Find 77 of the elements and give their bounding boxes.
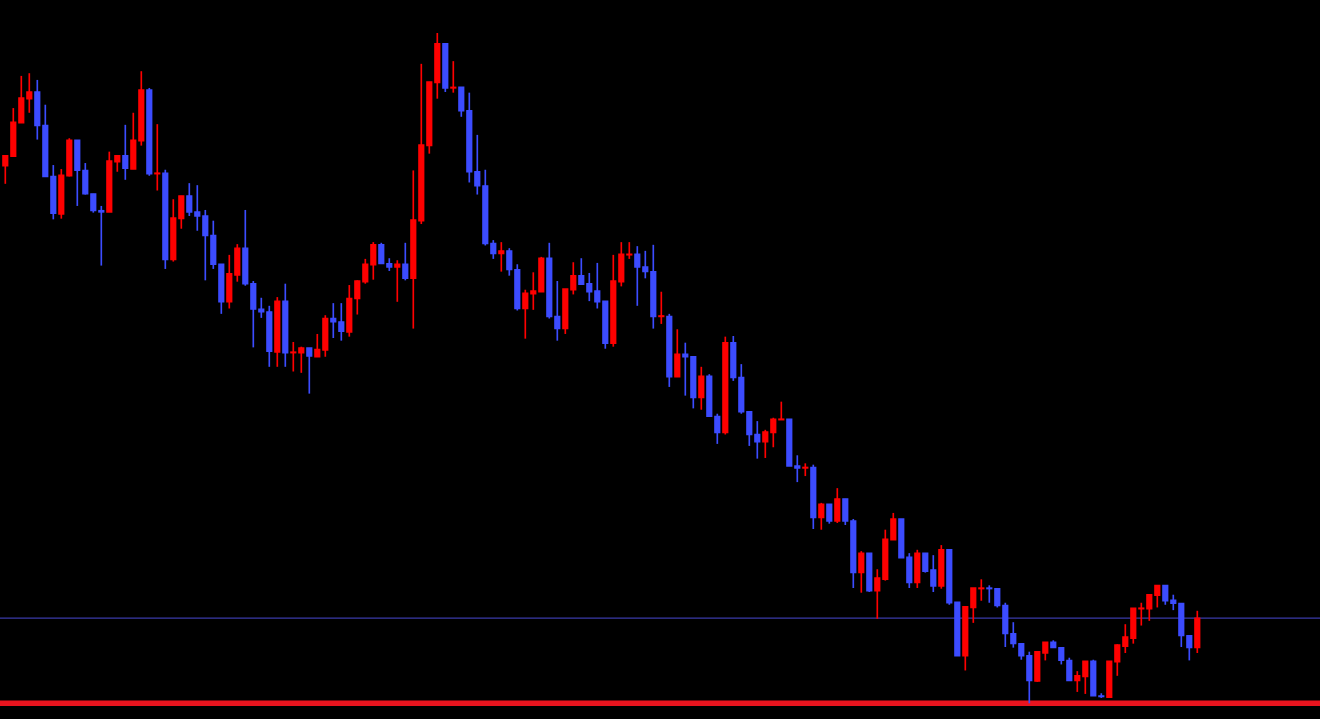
candlestick <box>402 241 409 282</box>
candlestick <box>1162 584 1169 606</box>
candlestick <box>522 288 529 340</box>
candlestick <box>1010 621 1017 649</box>
candlestick <box>1122 623 1129 654</box>
candlestick <box>122 123 129 181</box>
candlestick <box>498 241 505 273</box>
candlestick <box>578 257 585 286</box>
candlestick <box>994 587 1001 609</box>
candlestick <box>674 328 681 378</box>
candlestick <box>1114 643 1121 677</box>
candlestick <box>370 241 377 281</box>
candlestick <box>634 245 641 307</box>
candlestick <box>1042 641 1049 662</box>
candlestick <box>754 420 761 460</box>
candlestick <box>1138 601 1145 627</box>
candlestick <box>770 416 777 449</box>
candlestick <box>1146 593 1153 622</box>
candlestick <box>978 578 985 602</box>
candlestick <box>762 428 769 459</box>
candlestick <box>354 279 361 316</box>
candlestick <box>570 261 577 296</box>
candlestick <box>98 205 105 267</box>
candlestick <box>890 512 897 541</box>
candlestick <box>458 86 465 118</box>
candlestick <box>778 400 785 421</box>
candlestick <box>714 412 721 445</box>
candlestick <box>450 60 457 94</box>
candlestick <box>586 272 593 302</box>
candlestick <box>746 410 753 447</box>
candlestick <box>194 184 201 232</box>
candlestick <box>330 302 337 339</box>
candlestick <box>818 502 825 531</box>
candlestick <box>794 454 801 483</box>
candlestick <box>362 258 369 285</box>
candlestick <box>490 239 497 260</box>
candlestick <box>802 462 809 477</box>
candlestick <box>154 123 161 192</box>
candlestick <box>506 247 513 277</box>
candlestick <box>554 280 561 342</box>
candlestick <box>970 587 977 624</box>
candlestick <box>658 290 665 325</box>
candlestick <box>90 193 97 214</box>
candlestick <box>842 498 849 526</box>
candlestick <box>1066 656 1073 682</box>
candlestick <box>2 154 9 185</box>
candlestick <box>1074 670 1081 693</box>
candlestick <box>594 262 601 310</box>
candlestick <box>178 195 185 230</box>
candlestick <box>986 584 993 604</box>
candlestick <box>626 241 633 260</box>
candlestick <box>682 341 689 397</box>
candlestick <box>290 341 297 373</box>
candlestick <box>82 162 89 196</box>
candlestick <box>1082 660 1089 695</box>
candlestick <box>186 182 193 217</box>
candlestick <box>314 333 321 358</box>
candlestick <box>642 250 649 280</box>
candlestick <box>874 568 881 620</box>
candlestick <box>338 302 345 342</box>
candlestick <box>474 134 481 196</box>
candlestick <box>306 347 313 395</box>
candlestick <box>858 550 865 594</box>
candlestick <box>826 503 833 525</box>
candlestick <box>394 259 401 303</box>
candlestick <box>930 554 937 593</box>
candlestick <box>258 296 265 319</box>
candlestick <box>1186 634 1193 662</box>
candlestick <box>698 365 705 411</box>
candlestick <box>202 209 209 282</box>
candlestick <box>26 72 33 114</box>
candlestick <box>1154 584 1161 609</box>
candlestick <box>378 241 385 265</box>
candlestick <box>298 345 305 374</box>
candlestick <box>834 487 841 524</box>
candlestick <box>530 271 537 311</box>
candlestick <box>922 552 929 574</box>
